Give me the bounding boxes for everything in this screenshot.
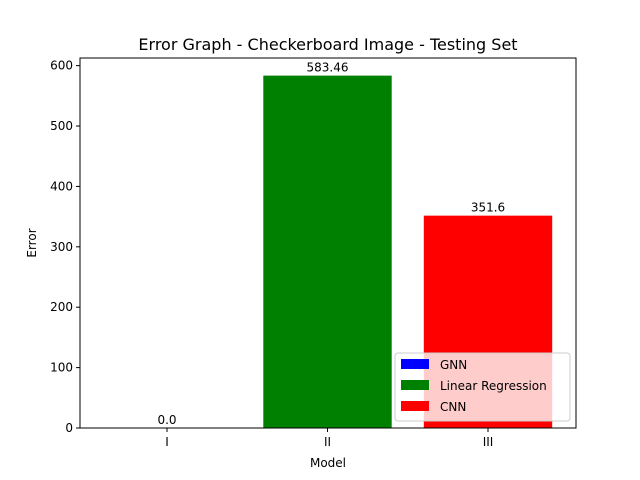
legend-swatch: [401, 359, 429, 369]
y-tick-label: 100: [50, 361, 73, 375]
x-tick-label: III: [483, 435, 494, 449]
legend-swatch: [401, 380, 429, 390]
x-axis-label: Model: [310, 456, 346, 470]
legend: GNN Linear Regression CNN: [394, 352, 571, 422]
chart-title: Error Graph - Checkerboard Image - Testi…: [138, 35, 517, 54]
data-label: 351.6: [471, 201, 505, 215]
data-label: 0.0: [157, 413, 176, 427]
legend-label: GNN: [440, 358, 467, 372]
x-tick-label: I: [165, 435, 169, 449]
x-axis: I II III: [165, 428, 493, 449]
data-label: 583.46: [307, 61, 349, 75]
legend-label: CNN: [440, 400, 466, 414]
y-tick-label: 300: [50, 240, 73, 254]
y-tick-label: 500: [50, 119, 73, 133]
legend-box: [394, 352, 571, 422]
legend-label: Linear Regression: [440, 379, 547, 393]
y-tick-label: 0: [65, 421, 73, 435]
y-tick-label: 200: [50, 300, 73, 314]
y-tick-label: 400: [50, 179, 73, 193]
y-axis: 0 100 200 300 400 500 600: [50, 59, 80, 435]
legend-swatch: [401, 401, 429, 411]
bar-linear-regression: [263, 75, 392, 428]
x-tick-label: II: [324, 435, 331, 449]
y-tick-label: 600: [50, 59, 73, 73]
data-labels-group: 0.0 583.46 351.6: [157, 61, 505, 427]
y-axis-label: Error: [25, 228, 39, 257]
